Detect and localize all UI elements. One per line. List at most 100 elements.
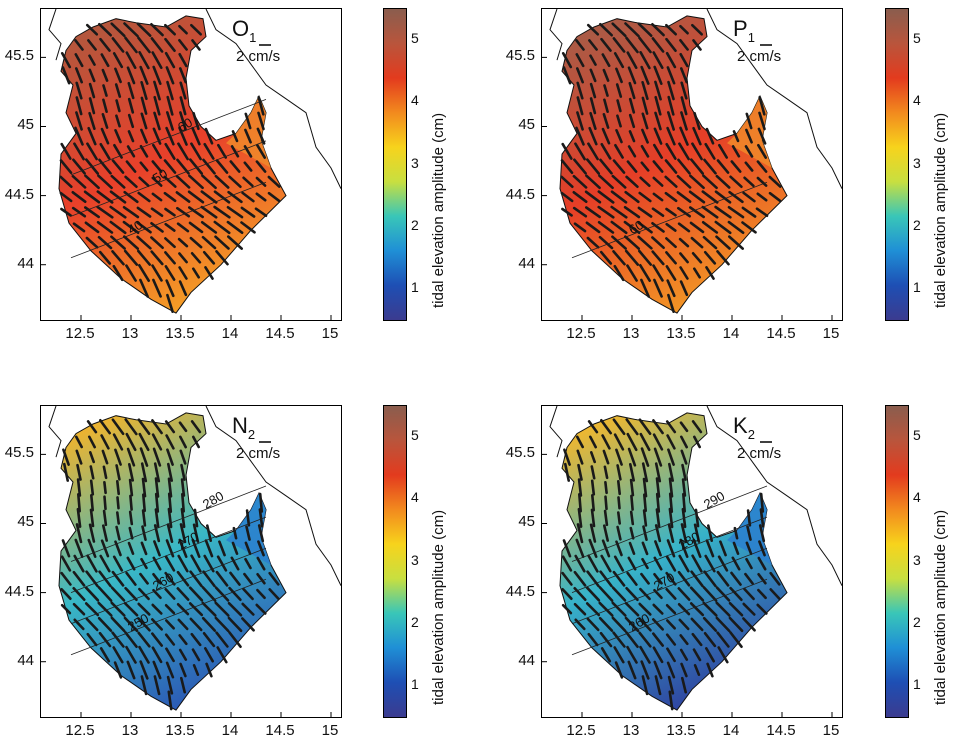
current-vector	[641, 675, 649, 696]
current-vector	[98, 570, 112, 588]
current-vector	[665, 633, 677, 646]
current-vector	[757, 127, 767, 145]
current-vector	[97, 586, 113, 602]
current-vector	[178, 421, 188, 433]
current-vector	[689, 586, 705, 602]
current-vector	[88, 523, 96, 543]
current-vector	[690, 158, 704, 175]
current-vector	[125, 645, 137, 664]
current-vector	[84, 602, 100, 617]
current-vector	[612, 250, 626, 266]
constituent-name: N	[232, 413, 248, 438]
current-vector	[100, 127, 110, 145]
current-vector	[229, 571, 241, 586]
current-vector	[626, 51, 638, 70]
current-vector	[100, 434, 110, 450]
current-vector	[152, 278, 162, 298]
current-vector	[678, 142, 690, 161]
current-vector	[103, 495, 107, 511]
current-vector	[628, 97, 636, 114]
current-vector	[167, 492, 173, 513]
current-vector	[86, 554, 98, 573]
current-vector	[677, 570, 691, 587]
current-vector	[692, 648, 702, 662]
current-vector	[665, 142, 677, 160]
current-vector	[627, 556, 637, 571]
current-vector	[666, 66, 676, 85]
colorbar-label: tidal elevation amplitude (cm)	[430, 509, 447, 705]
current-vector	[587, 554, 599, 573]
current-vector	[715, 586, 731, 602]
current-vector	[111, 570, 125, 587]
current-vector	[226, 206, 244, 219]
y-tick-label: 45	[518, 513, 535, 531]
current-vector	[716, 159, 730, 174]
current-vector	[757, 556, 767, 571]
current-vector	[268, 571, 280, 586]
current-vector	[611, 601, 627, 617]
y-tick-label: 44	[518, 254, 535, 272]
current-vector	[652, 419, 664, 435]
current-vector	[575, 39, 585, 51]
current-vector	[732, 130, 740, 143]
current-vector	[677, 603, 691, 616]
current-vector	[643, 493, 647, 513]
current-vector	[116, 480, 120, 496]
map-canvas: 60	[542, 9, 842, 320]
current-vector	[140, 81, 148, 101]
current-vector	[136, 221, 152, 234]
current-vector	[96, 205, 114, 219]
current-vector	[602, 449, 610, 465]
current-vector	[151, 646, 163, 664]
colorbar-tick-label: 2	[411, 216, 419, 233]
current-vector	[254, 207, 268, 217]
current-vector	[97, 601, 113, 617]
current-vector	[693, 267, 701, 279]
current-vector	[575, 53, 585, 68]
current-vector	[88, 111, 96, 130]
current-vector	[575, 126, 585, 146]
current-vector	[180, 676, 186, 694]
current-vector	[615, 448, 623, 466]
current-vector	[667, 80, 675, 101]
current-vector	[603, 509, 609, 527]
current-vector	[97, 616, 113, 632]
current-vector	[702, 174, 718, 190]
current-vector	[138, 587, 150, 601]
current-vector	[191, 39, 201, 51]
current-vector	[213, 190, 231, 204]
current-vector	[731, 145, 741, 158]
current-vector	[112, 646, 124, 664]
colorbar-tick-label: 3	[913, 551, 921, 568]
current-vector	[590, 465, 596, 480]
current-vector	[756, 176, 768, 187]
current-vector	[167, 507, 173, 529]
current-vector	[600, 37, 612, 52]
current-vector	[603, 465, 609, 480]
current-vector	[98, 419, 111, 435]
current-vector	[652, 51, 664, 70]
x-tick-label: 13	[622, 325, 640, 342]
current-vector	[689, 174, 705, 190]
current-vector	[654, 80, 662, 101]
current-vector	[96, 190, 114, 204]
current-vector	[75, 96, 83, 116]
current-vector	[83, 206, 101, 219]
constituent-name: K	[733, 413, 748, 438]
current-vector	[666, 279, 676, 298]
current-vector	[604, 495, 608, 511]
current-vector	[152, 143, 162, 159]
current-vector	[215, 250, 229, 266]
current-vector	[126, 447, 136, 467]
current-vector	[127, 97, 135, 114]
current-vector	[136, 206, 152, 218]
current-vector	[704, 142, 716, 160]
current-vector	[116, 496, 120, 510]
y-tick-label: 45.5	[4, 47, 34, 65]
current-vector	[125, 51, 137, 70]
current-vector	[215, 631, 229, 648]
current-vector	[602, 113, 610, 129]
current-vector	[267, 175, 281, 188]
current-vector	[201, 586, 217, 602]
current-vector	[89, 508, 95, 528]
